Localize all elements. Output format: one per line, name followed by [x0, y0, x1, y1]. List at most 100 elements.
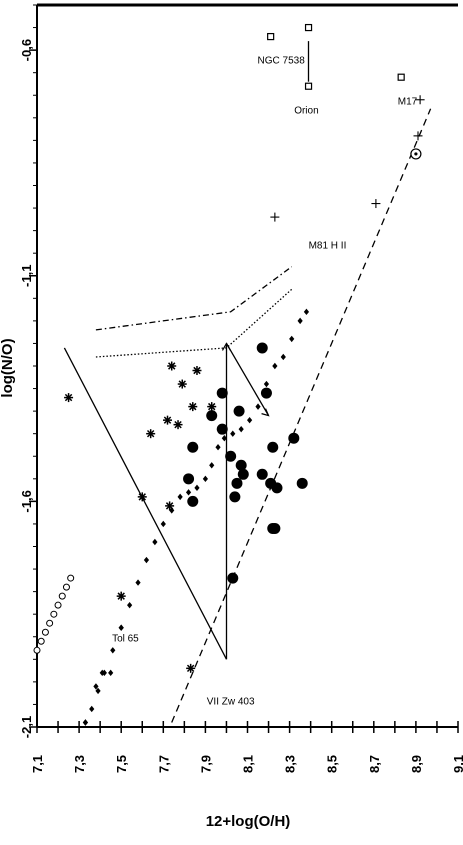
- open-square-point: [304, 23, 313, 32]
- circled-dot-center: [414, 152, 418, 156]
- y-tick-label: -1,6: [19, 490, 34, 512]
- diamond-point: [230, 430, 236, 437]
- diamond-point: [135, 579, 141, 586]
- line-solid: [63, 347, 228, 660]
- arrowhead: [261, 408, 270, 417]
- diamond-point: [108, 669, 114, 677]
- x-axis-title: 12+log(O/H): [206, 813, 291, 830]
- x-tick-label: 8,1: [241, 755, 256, 773]
- diamond-point: [209, 462, 215, 469]
- filled-circle-point: [237, 468, 249, 480]
- annotation-label: VII Zw 403: [207, 696, 255, 707]
- open-circle-point: [58, 592, 66, 600]
- diamond-point: [221, 435, 227, 442]
- x-tick-label: 8,5: [325, 755, 340, 773]
- open-circle-point: [46, 619, 54, 627]
- open-circle-point: [41, 628, 49, 636]
- line-dotted: [95, 288, 293, 358]
- plot-frame: [36, 3, 458, 728]
- filled-circle-point: [235, 459, 247, 471]
- series-lines: [63, 41, 432, 723]
- x-tick-label: 7,1: [30, 755, 45, 773]
- filled-circle-point: [216, 423, 228, 435]
- diamond-point: [194, 484, 200, 492]
- open-circle-point: [62, 583, 70, 591]
- y-tick-label: -1,1: [19, 265, 34, 287]
- open-circle-point: [37, 637, 45, 645]
- x-tick-label: 8,9: [409, 755, 424, 773]
- x-tick-label: 7,9: [198, 755, 213, 773]
- diamond-point: [272, 362, 278, 370]
- diamond-point: [160, 520, 166, 528]
- x-axis-ticks: 7,1 7,3 7,5 7,7 7,9 8,1 8,3 8,5 8,7 8,9 9,1: [30, 721, 463, 773]
- y-axis-ticks: -0,6 -1,1 -1,6 -2,1: [19, 4, 37, 738]
- plus-point: [413, 131, 423, 141]
- x-tick-label: 7,5: [114, 755, 129, 773]
- open-circle-point: [54, 601, 62, 609]
- annotation-label: M81 H II: [309, 241, 347, 252]
- diamond-point: [289, 335, 295, 343]
- line-dash-dot: [95, 266, 293, 331]
- plus-point: [270, 212, 280, 222]
- diamond-point: [255, 403, 261, 410]
- asterisk-point: [167, 361, 177, 371]
- diamond-point: [118, 624, 124, 631]
- series-marks: [33, 23, 425, 726]
- y-axis-title: log(N/O): [0, 338, 16, 397]
- filled-circle-point: [296, 477, 308, 489]
- diamond-point: [247, 416, 253, 424]
- diamond-point: [169, 507, 175, 514]
- x-tick-label: 9,1: [451, 755, 463, 773]
- annotation-label: Orion: [294, 105, 318, 116]
- annotations: NGC 7538 Orion M17 M81 H II Tol 65 VII Zw 403: [112, 56, 418, 708]
- x-tick-label: 7,3: [72, 755, 87, 773]
- open-square-point: [304, 82, 313, 90]
- diamond-point: [215, 444, 221, 451]
- filled-circle-point: [256, 342, 268, 354]
- annotation-label: M17: [398, 96, 418, 107]
- line-solid: [225, 343, 270, 416]
- annotation-label: NGC 7538: [258, 56, 306, 67]
- diamond-point: [202, 475, 208, 483]
- asterisk-point: [173, 420, 183, 430]
- filled-circle-point: [216, 387, 228, 399]
- filled-circle-point: [183, 473, 195, 485]
- asterisk-point: [188, 402, 198, 412]
- diamond-point: [263, 380, 270, 388]
- asterisk-point: [192, 366, 202, 376]
- plus-point: [415, 95, 425, 105]
- filled-circle-point: [256, 468, 268, 480]
- x-tick-label: 8,7: [367, 755, 382, 773]
- filled-circle-point: [187, 495, 199, 507]
- filled-circle-point: [288, 432, 300, 444]
- asterisk-point: [146, 429, 156, 439]
- asterisk-point: [165, 501, 175, 511]
- diamond-point: [280, 353, 286, 361]
- filled-circle-point: [233, 405, 245, 417]
- open-square-point: [267, 32, 275, 41]
- diamond-point: [110, 647, 116, 654]
- x-tick-label: 8,3: [283, 755, 298, 773]
- diamond-point: [89, 705, 95, 713]
- arrowhead: [221, 342, 231, 351]
- diamond-point: [127, 601, 133, 609]
- diamond-point: [177, 493, 183, 501]
- annotation-label: Tol 65: [112, 633, 139, 644]
- asterisk-point: [186, 663, 196, 673]
- diamond-point: [238, 425, 244, 433]
- diamond-point: [297, 317, 303, 325]
- asterisk-point: [207, 402, 217, 412]
- diamond-point: [82, 719, 89, 726]
- line-dashed: [171, 108, 432, 723]
- filled-circle-point: [227, 572, 239, 584]
- filled-circle-point: [267, 522, 279, 534]
- diamond-point: [143, 556, 150, 564]
- asterisk-point: [163, 415, 173, 425]
- plus-point: [371, 199, 381, 209]
- asterisk-point: [177, 379, 187, 389]
- diamond-point: [303, 308, 310, 316]
- diamond-point: [95, 687, 101, 695]
- filled-circle-point: [229, 491, 241, 503]
- filled-circle-point: [225, 450, 237, 462]
